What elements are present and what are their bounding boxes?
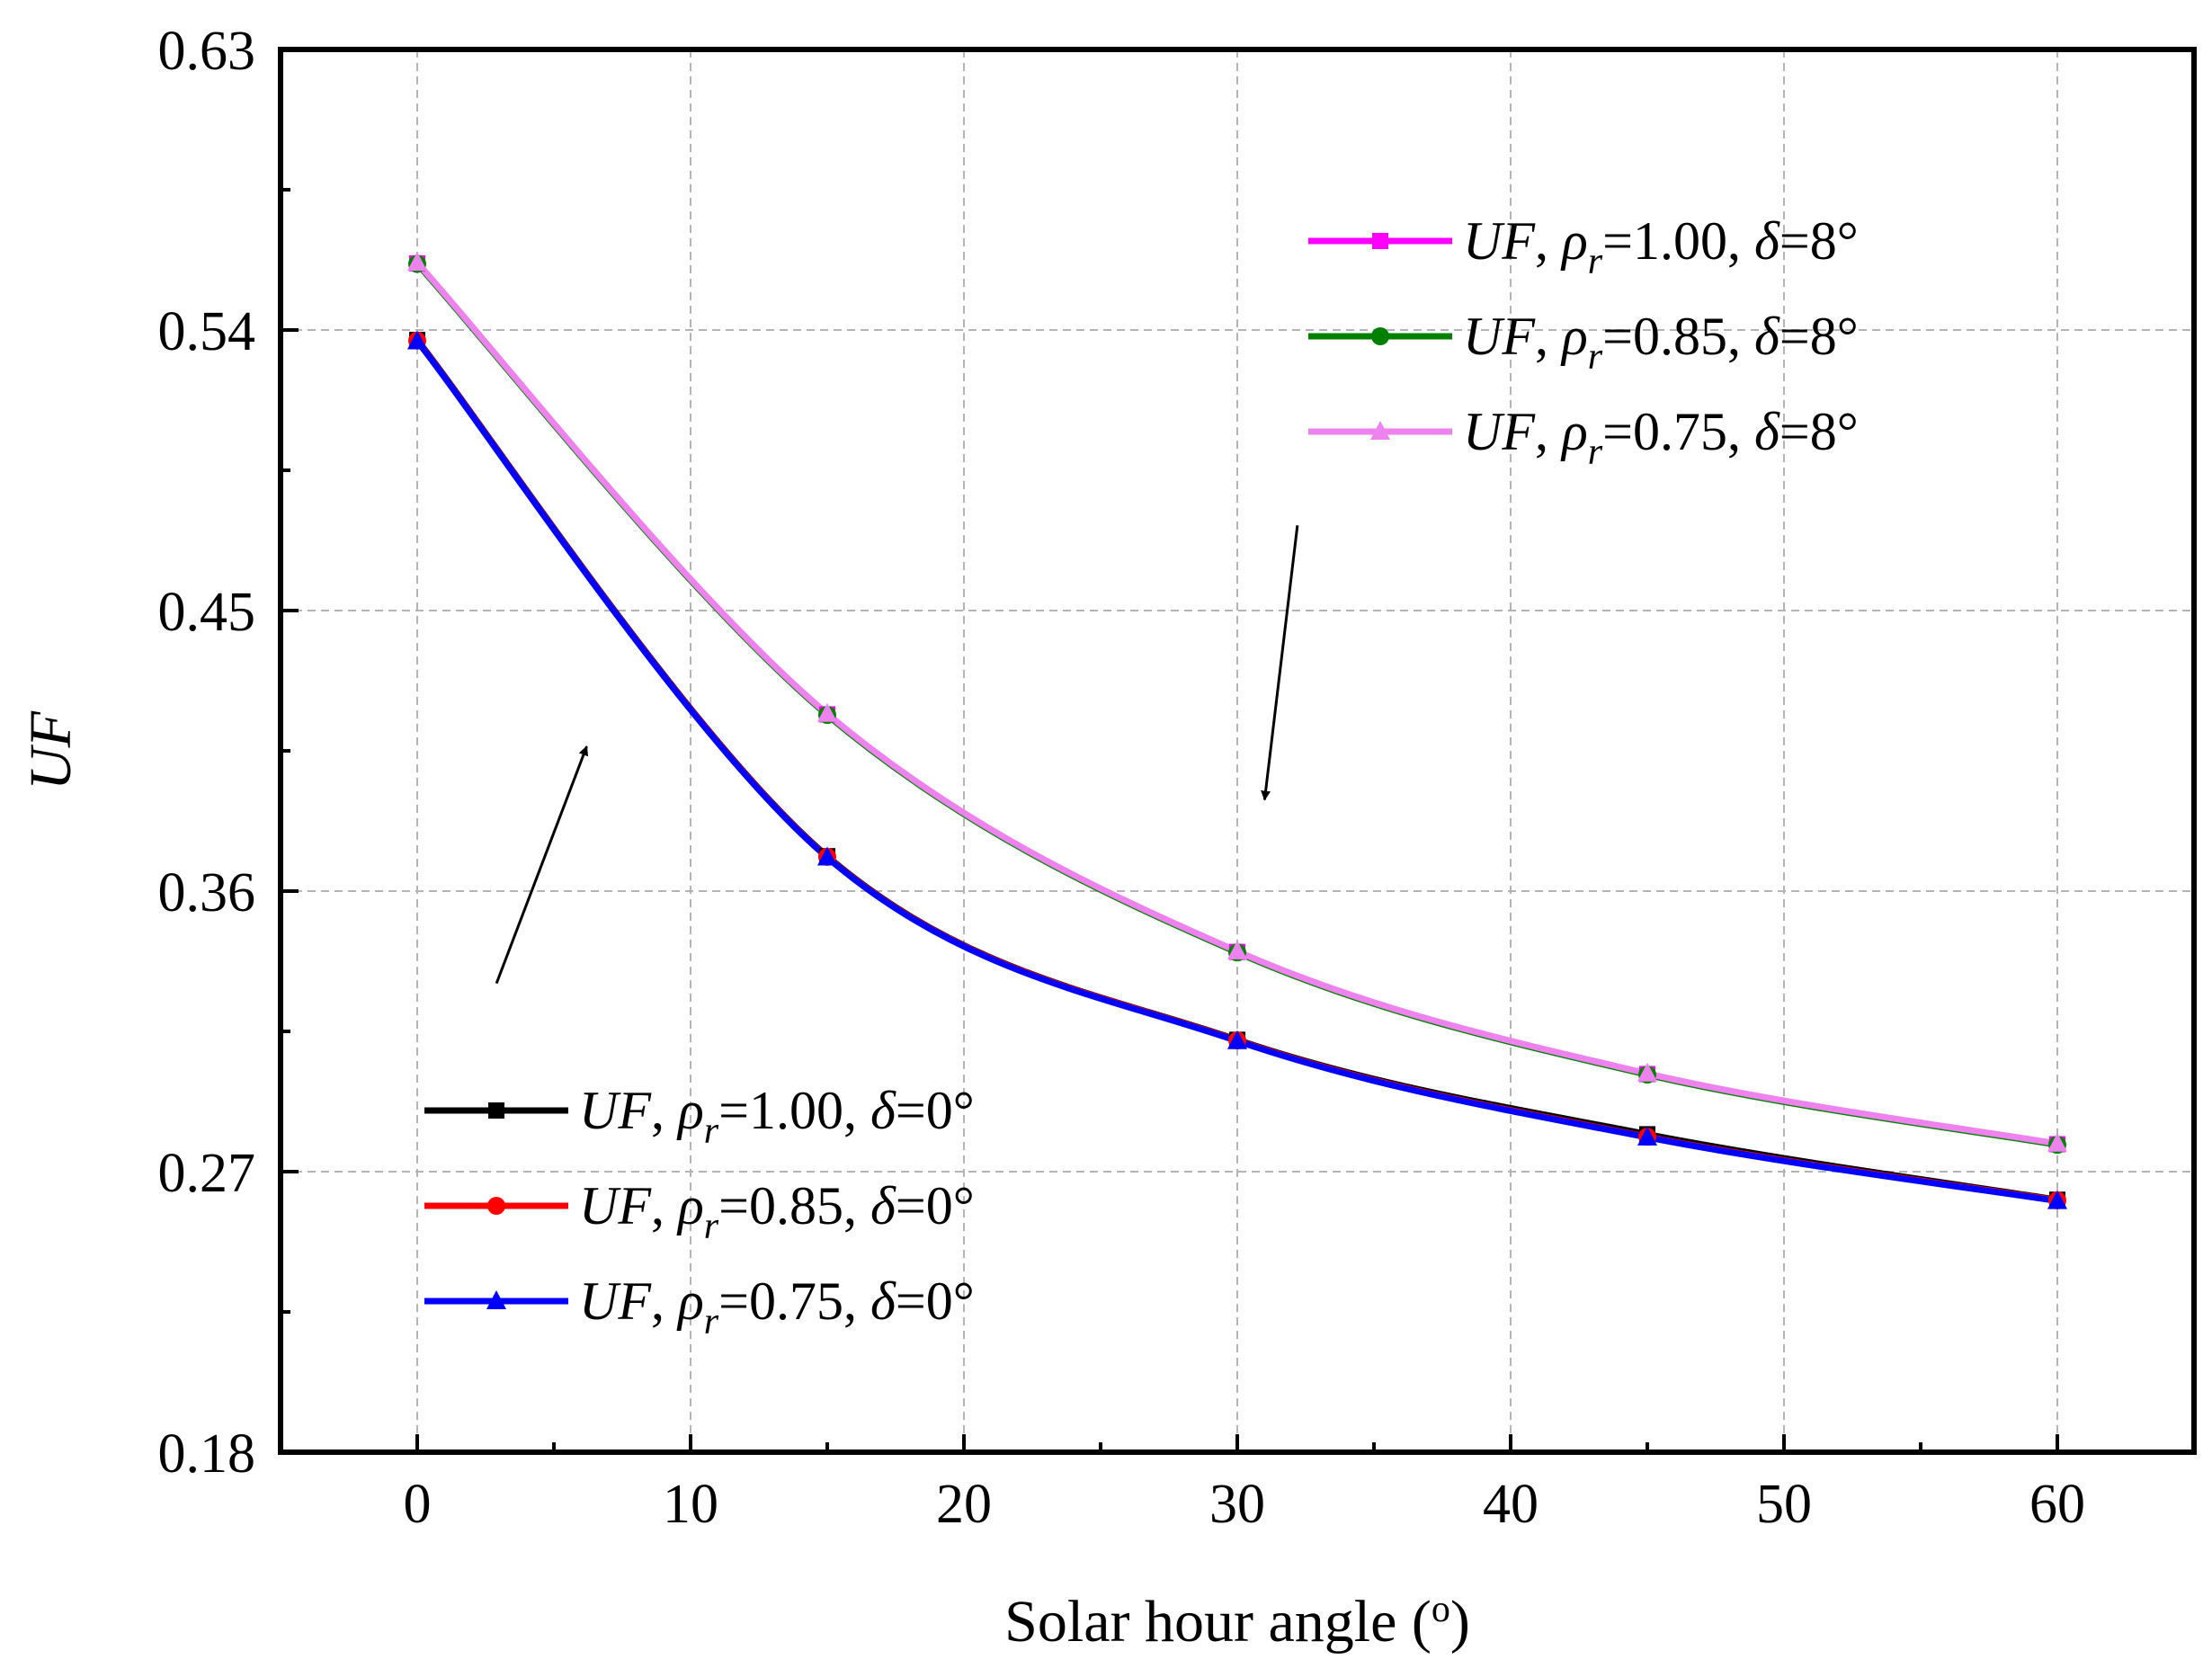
legend-swatch-marker xyxy=(488,1102,504,1119)
y-tick-label: 0.18 xyxy=(158,1423,256,1485)
y-tick-label: 0.36 xyxy=(158,862,256,923)
legend-label: UF, ρr=1.00, δ=8° xyxy=(1463,211,1859,282)
series-point xyxy=(817,702,837,722)
x-axis-label: Solar hour angle (o) xyxy=(1004,1589,1470,1655)
legend-item: UF, ρr=0.75, δ=8° xyxy=(1308,402,1859,473)
legend-swatch-marker xyxy=(1371,327,1389,345)
legend-swatch-marker xyxy=(1370,421,1390,440)
y-tick-label: 0.27 xyxy=(158,1143,256,1204)
y-tick-label: 0.54 xyxy=(158,301,256,362)
legend-swatch-marker xyxy=(1372,233,1388,249)
legend-item: UF, ρr=0.85, δ=8° xyxy=(1308,307,1859,378)
axis-ticks xyxy=(279,48,2196,1454)
legend-label: UF, ρr=0.75, δ=8° xyxy=(1463,402,1859,473)
x-tick-label: 30 xyxy=(1209,1474,1265,1535)
legend-item: UF, ρr=1.00, δ=8° xyxy=(1308,211,1859,282)
legend-label: UF, ρr=0.75, δ=0° xyxy=(579,1271,975,1342)
legend-top: UF, ρr=1.00, δ=8° UF, ρr=0.85, δ=8° UF, ρr… xyxy=(1308,211,1859,473)
x-tick-label: 40 xyxy=(1483,1474,1539,1535)
legend-swatch-marker xyxy=(486,1290,506,1309)
series-point xyxy=(2047,1190,2067,1209)
annotation-arrow xyxy=(495,745,589,985)
y-axis-label: UF xyxy=(18,710,84,790)
legend-bottom: UF, ρr=1.00, δ=0° UF, ρr=0.85, δ=0° UF, ρr… xyxy=(424,1081,975,1342)
series-point xyxy=(407,252,427,272)
y-tick-label: 0.45 xyxy=(158,582,256,643)
x-tick-label: 60 xyxy=(2029,1474,2085,1535)
series-line xyxy=(414,337,2061,1205)
annotation-arrow xyxy=(1261,525,1299,801)
series-markers xyxy=(407,252,2067,1209)
x-tick-labels: 0 10 20 30 40 50 60 xyxy=(404,1474,2086,1535)
legend-label: UF, ρr=1.00, δ=0° xyxy=(579,1081,975,1152)
x-tick-label: 20 xyxy=(936,1474,992,1535)
x-tick-label: 0 xyxy=(404,1474,432,1535)
x-tick-label: 10 xyxy=(663,1474,718,1535)
gridlines xyxy=(281,49,2194,1452)
series-point xyxy=(407,330,427,350)
annotation-arrows xyxy=(495,525,1299,985)
series-point xyxy=(817,846,837,866)
series-lines xyxy=(414,259,2061,1205)
y-tick-labels: 0.18 0.27 0.36 0.45 0.54 0.63 xyxy=(158,21,256,1485)
legend-label: UF, ρr=0.85, δ=8° xyxy=(1463,307,1859,378)
series-point xyxy=(1227,940,1247,959)
legend-swatch-marker xyxy=(487,1197,505,1215)
legend-item: UF, ρr=1.00, δ=0° xyxy=(424,1081,975,1152)
series-point xyxy=(2047,1132,2067,1152)
legend-item: UF, ρr=0.75, δ=0° xyxy=(424,1271,975,1342)
x-tick-label: 50 xyxy=(1756,1474,1812,1535)
series-point xyxy=(1637,1126,1657,1146)
series-point xyxy=(1637,1062,1657,1082)
series-line xyxy=(414,259,2061,1147)
y-tick-label: 0.63 xyxy=(158,21,256,82)
legend-item: UF, ρr=0.85, δ=0° xyxy=(424,1176,975,1247)
legend-label: UF, ρr=0.85, δ=0° xyxy=(579,1176,975,1247)
series-point xyxy=(1227,1030,1247,1049)
